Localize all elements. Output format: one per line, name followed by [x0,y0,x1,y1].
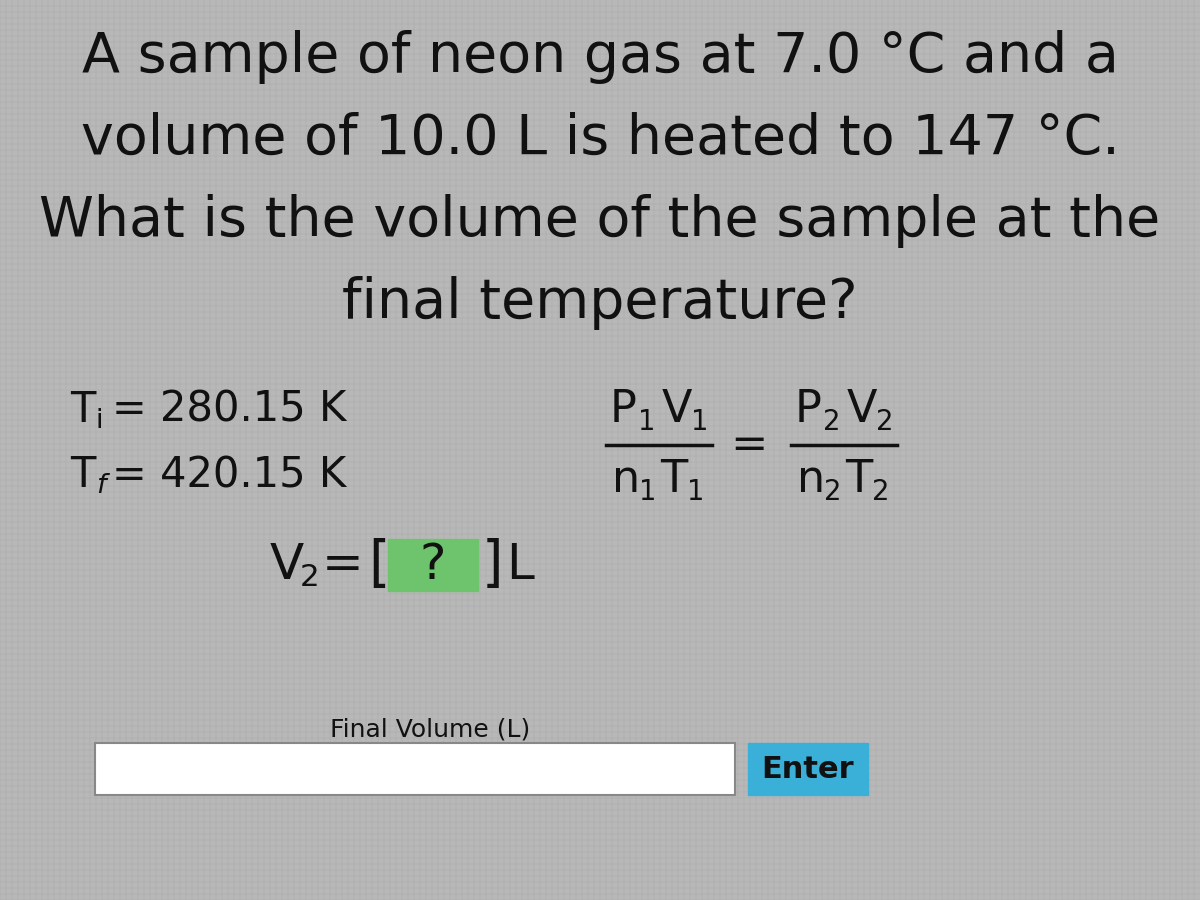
Text: L: L [506,541,534,589]
Text: 2: 2 [876,408,894,436]
Text: 1: 1 [691,408,708,436]
Text: T: T [845,458,872,501]
Text: V: V [847,389,877,431]
Text: A sample of neon gas at 7.0 °C and a: A sample of neon gas at 7.0 °C and a [82,30,1118,84]
Text: = 280.15 K: = 280.15 K [112,389,347,431]
Text: i: i [96,408,103,434]
Text: V: V [662,389,692,431]
Text: P: P [796,389,822,431]
Text: [: [ [368,538,390,592]
Text: Final Volume (L): Final Volume (L) [330,718,530,742]
Text: 2: 2 [824,478,841,506]
Text: What is the volume of the sample at the: What is the volume of the sample at the [40,194,1160,248]
Text: 2: 2 [823,408,840,436]
Text: 1: 1 [640,478,656,506]
Text: T: T [660,458,688,501]
FancyBboxPatch shape [388,539,478,591]
Text: Enter: Enter [762,754,854,784]
Text: P: P [610,389,637,431]
FancyBboxPatch shape [748,743,868,795]
Text: 2: 2 [300,563,319,592]
Text: = 420.15 K: = 420.15 K [112,454,347,496]
Text: n: n [797,458,826,501]
Text: =: = [730,424,767,466]
Text: 1: 1 [638,408,655,436]
Text: volume of 10.0 L is heated to 147 °C.: volume of 10.0 L is heated to 147 °C. [80,112,1120,166]
Text: n: n [612,458,640,501]
FancyBboxPatch shape [95,743,734,795]
Text: V: V [270,541,305,589]
Text: final temperature?: final temperature? [342,276,858,330]
Text: ?: ? [420,541,446,589]
Text: f: f [96,473,106,499]
Text: ]: ] [482,538,504,592]
Text: 1: 1 [686,478,704,506]
Text: =: = [322,541,379,589]
Text: T: T [70,389,95,431]
Text: 2: 2 [872,478,889,506]
Text: T: T [70,454,95,496]
